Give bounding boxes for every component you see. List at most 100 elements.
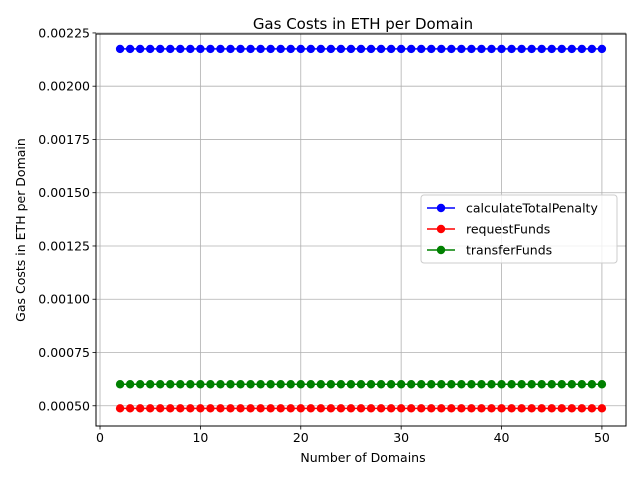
data-point-calculateTotalPenalty xyxy=(406,44,416,54)
data-point-calculateTotalPenalty xyxy=(276,44,285,54)
data-point-requestFunds xyxy=(166,404,175,413)
data-point-requestFunds xyxy=(276,404,285,413)
legend-marker xyxy=(436,224,446,234)
data-point-calculateTotalPenalty xyxy=(417,44,426,54)
y-tick-label: 0.00100 xyxy=(38,292,90,307)
data-point-transferFunds xyxy=(156,380,165,389)
data-point-transferFunds xyxy=(246,380,255,389)
data-point-transferFunds xyxy=(567,380,576,389)
data-point-requestFunds xyxy=(256,404,265,413)
data-point-calculateTotalPenalty xyxy=(135,44,145,54)
data-point-requestFunds xyxy=(547,404,556,413)
data-point-transferFunds xyxy=(597,380,607,389)
data-point-calculateTotalPenalty xyxy=(477,44,486,54)
data-point-requestFunds xyxy=(427,404,436,413)
data-point-requestFunds xyxy=(477,404,486,413)
data-point-calculateTotalPenalty xyxy=(587,44,597,54)
data-point-requestFunds xyxy=(326,404,336,413)
data-point-requestFunds xyxy=(457,404,466,413)
data-point-transferFunds xyxy=(266,380,275,389)
x-axis-label: Number of Domains xyxy=(300,450,425,465)
legend-item-requestFunds: requestFunds xyxy=(427,222,550,237)
y-tick-label: 0.00125 xyxy=(38,238,90,253)
data-point-requestFunds xyxy=(316,404,326,413)
data-point-calculateTotalPenalty xyxy=(346,44,356,54)
y-tick-label: 0.00175 xyxy=(38,132,90,147)
data-point-requestFunds xyxy=(497,404,506,413)
data-point-transferFunds xyxy=(587,380,597,389)
data-point-calculateTotalPenalty xyxy=(467,44,476,54)
x-tick-label: 20 xyxy=(293,430,309,445)
data-point-requestFunds xyxy=(115,404,125,413)
data-point-calculateTotalPenalty xyxy=(437,44,446,54)
y-axis-label: Gas Costs in ETH per Domain xyxy=(13,138,28,322)
data-point-requestFunds xyxy=(537,404,546,413)
data-point-transferFunds xyxy=(467,380,476,389)
data-point-transferFunds xyxy=(166,380,175,389)
data-point-transferFunds xyxy=(477,380,486,389)
data-point-calculateTotalPenalty xyxy=(256,44,265,54)
data-point-transferFunds xyxy=(306,380,316,389)
data-point-transferFunds xyxy=(577,380,587,389)
legend-label: requestFunds xyxy=(466,222,550,237)
data-point-requestFunds xyxy=(386,404,396,413)
data-point-transferFunds xyxy=(176,380,185,389)
data-point-calculateTotalPenalty xyxy=(537,44,546,54)
data-point-transferFunds xyxy=(356,380,366,389)
data-point-transferFunds xyxy=(497,380,506,389)
data-point-calculateTotalPenalty xyxy=(166,44,175,54)
data-point-requestFunds xyxy=(226,404,235,413)
y-tick-label: 0.00150 xyxy=(38,185,90,200)
data-point-transferFunds xyxy=(115,380,125,389)
data-point-transferFunds xyxy=(326,380,336,389)
data-point-requestFunds xyxy=(437,404,446,413)
data-point-calculateTotalPenalty xyxy=(146,44,155,54)
data-point-requestFunds xyxy=(146,404,155,413)
data-point-requestFunds xyxy=(296,404,305,413)
data-point-transferFunds xyxy=(447,380,456,389)
data-point-transferFunds xyxy=(487,380,496,389)
x-axis: 0 10 20 30 40 50 xyxy=(96,426,610,445)
data-point-transferFunds xyxy=(457,380,466,389)
data-point-requestFunds xyxy=(176,404,185,413)
data-point-requestFunds xyxy=(186,404,195,413)
x-tick-label: 0 xyxy=(96,430,104,445)
data-point-calculateTotalPenalty xyxy=(396,44,406,54)
data-point-requestFunds xyxy=(246,404,255,413)
data-point-transferFunds xyxy=(376,380,386,389)
data-point-calculateTotalPenalty xyxy=(125,44,135,54)
data-point-transferFunds xyxy=(517,380,526,389)
data-point-calculateTotalPenalty xyxy=(306,44,316,54)
data-point-transferFunds xyxy=(296,380,305,389)
series-requestFunds xyxy=(115,404,607,413)
data-point-requestFunds xyxy=(517,404,526,413)
data-point-requestFunds xyxy=(577,404,587,413)
y-axis: 0.00050 0.00075 0.00100 0.00125 0.00150 0.001… xyxy=(38,25,96,413)
data-point-requestFunds xyxy=(507,404,516,413)
data-point-transferFunds xyxy=(206,380,215,389)
data-point-transferFunds xyxy=(396,380,406,389)
data-point-transferFunds xyxy=(547,380,556,389)
series-calculateTotalPenalty xyxy=(115,44,607,54)
data-point-transferFunds xyxy=(186,380,195,389)
legend-item-calculateTotalPenalty: calculateTotalPenalty xyxy=(427,201,598,216)
data-point-transferFunds xyxy=(427,380,436,389)
data-point-calculateTotalPenalty xyxy=(246,44,255,54)
data-point-requestFunds xyxy=(567,404,576,413)
data-point-transferFunds xyxy=(226,380,235,389)
data-point-calculateTotalPenalty xyxy=(326,44,336,54)
data-point-transferFunds xyxy=(557,380,566,389)
data-point-calculateTotalPenalty xyxy=(336,44,346,54)
legend-label: transferFunds xyxy=(466,243,552,258)
data-point-transferFunds xyxy=(196,380,205,389)
data-point-transferFunds xyxy=(437,380,446,389)
data-point-requestFunds xyxy=(216,404,225,413)
data-point-calculateTotalPenalty xyxy=(266,44,275,54)
data-point-requestFunds xyxy=(366,404,376,413)
data-point-requestFunds xyxy=(417,404,426,413)
data-point-requestFunds xyxy=(527,404,536,413)
x-tick-label: 10 xyxy=(192,430,208,445)
data-point-requestFunds xyxy=(346,404,356,413)
data-point-transferFunds xyxy=(286,380,295,389)
